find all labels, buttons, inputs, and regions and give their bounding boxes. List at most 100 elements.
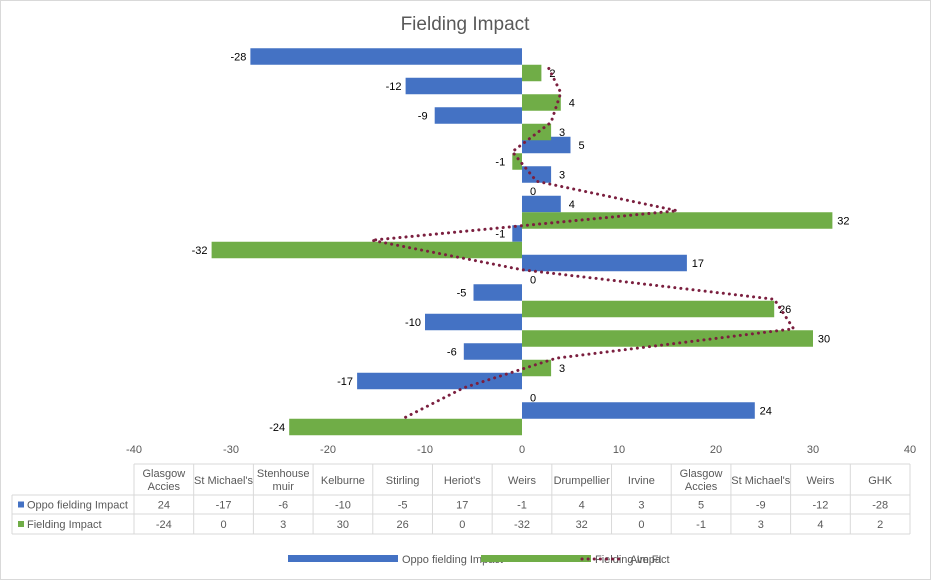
oppo-bar-1 (357, 372, 522, 390)
oppo-data-label-10: -9 (418, 111, 428, 123)
oppo-data-label-4: -5 (457, 288, 467, 300)
table-value-cell: -10 (335, 500, 351, 512)
oppo-data-label-11: -12 (386, 81, 402, 93)
oppo-data-label-8: 3 (559, 170, 565, 182)
table-category-label: Glasgow (680, 468, 723, 480)
table-category-label: Accies (685, 481, 718, 493)
chart-title: Fielding Impact (401, 14, 531, 35)
fielding-bar-2 (522, 359, 552, 377)
x-tick-label: 0 (519, 444, 525, 456)
oppo-data-label-5: 17 (692, 258, 704, 270)
fielding-bar-12 (522, 64, 542, 82)
table-value-cell: 3 (758, 519, 764, 531)
fielding-data-label-3: 30 (818, 334, 830, 346)
oppo-bar-4 (473, 284, 522, 301)
table-value-cell: 3 (638, 500, 644, 512)
fielding-data-label-0: -24 (269, 422, 285, 434)
legend-fielding-label: Fielding Impact (595, 554, 670, 566)
fielding-bar-4 (522, 300, 775, 318)
table-value-cell: 0 (638, 519, 644, 531)
plot-area: 24-24-170-63-1030-526170-1-32432305-1-93… (126, 48, 916, 456)
x-tick-label: 10 (613, 444, 625, 456)
oppo-data-label-0: 24 (760, 406, 772, 418)
oppo-bar-7 (522, 195, 561, 213)
oppo-bar-11 (405, 77, 522, 95)
x-tick-label: -20 (320, 444, 336, 456)
table-category-label: GHK (868, 475, 893, 487)
fielding-bar-7 (522, 212, 833, 229)
table-value-cell: 0 (220, 519, 226, 531)
fielding-bar-0 (289, 418, 522, 436)
table-category-label: Stenhouse (257, 468, 310, 480)
table-value-cell: -9 (756, 500, 766, 512)
table-legend-key-1 (18, 521, 24, 527)
oppo-bar-3 (425, 313, 522, 331)
table-value-cell: 4 (817, 519, 823, 531)
table-category-label: Stirling (386, 475, 420, 487)
table-value-cell: 26 (396, 519, 408, 531)
fielding-data-label-6: -32 (192, 245, 208, 257)
table-category-label: Heriot's (444, 475, 481, 487)
table-category-label: Accies (148, 481, 181, 493)
table-value-cell: 4 (579, 500, 585, 512)
oppo-bar-6 (512, 225, 522, 242)
table-category-label: Irvine (628, 475, 655, 487)
table-value-cell: 24 (158, 500, 170, 512)
oppo-bar-5 (522, 254, 687, 272)
oppo-data-label-3: -10 (405, 317, 421, 329)
fielding-bar-6 (211, 241, 522, 259)
table-value-cell: -17 (216, 500, 232, 512)
table-value-cell: -24 (156, 519, 172, 531)
oppo-bar-0 (522, 402, 755, 419)
fielding-data-label-9: -1 (495, 157, 505, 169)
fielding-data-label-8: 0 (530, 186, 536, 198)
x-tick-label: -30 (223, 444, 239, 456)
oppo-data-label-6: -1 (495, 229, 505, 241)
x-tick-label: 20 (710, 444, 722, 456)
oppo-bar-2 (463, 343, 522, 360)
table-category-label: Drumpellier (554, 475, 611, 487)
table-category-label: St Michael's (194, 475, 253, 487)
legend-fielding-swatch (481, 555, 591, 562)
table-category-label: Weirs (807, 475, 835, 487)
table-value-cell: -28 (872, 500, 888, 512)
oppo-data-label-2: -6 (447, 347, 457, 359)
table-series-name-0: Oppo fielding Impact (27, 500, 128, 512)
table-legend-key-0 (18, 501, 24, 508)
fielding-bar-9 (512, 153, 522, 170)
table-value-cell: 17 (456, 500, 468, 512)
table-value-cell: -6 (278, 500, 288, 512)
oppo-data-label-1: -17 (337, 376, 353, 388)
x-tick-label: 30 (807, 444, 819, 456)
table-value-cell: 32 (576, 519, 588, 531)
table-value-cell: 5 (698, 500, 704, 512)
fielding-data-label-1: 0 (530, 393, 536, 405)
table-value-cell: -12 (813, 500, 829, 512)
legend-oppo-label: Oppo fielding Impact (402, 554, 503, 566)
oppo-data-label-9: 5 (578, 140, 584, 152)
fielding-data-label-2: 3 (559, 363, 565, 375)
table-value-cell: -32 (514, 519, 530, 531)
fielding-data-label-5: 0 (530, 275, 536, 287)
x-tick-label: -40 (126, 444, 142, 456)
table-value-cell: -1 (696, 519, 706, 531)
fielding-data-label-10: 3 (559, 127, 565, 139)
x-tick-label: -10 (417, 444, 433, 456)
fielding-bar-11 (522, 94, 561, 111)
table-value-cell: 3 (280, 519, 286, 531)
oppo-bar-12 (250, 48, 522, 65)
fielding-data-label-11: 4 (569, 98, 575, 110)
x-tick-label: 40 (904, 444, 916, 456)
table-category-label: St Michael's (731, 475, 790, 487)
oppo-data-label-7: 4 (569, 199, 575, 211)
table-value-cell: -1 (517, 500, 527, 512)
table-value-cell: 2 (877, 519, 883, 531)
legend-oppo-swatch (288, 555, 398, 562)
table-category-label: Kelburne (321, 475, 365, 487)
fielding-data-label-7: 32 (837, 216, 849, 228)
oppo-bar-10 (434, 107, 522, 124)
oppo-bar-8 (522, 166, 552, 183)
